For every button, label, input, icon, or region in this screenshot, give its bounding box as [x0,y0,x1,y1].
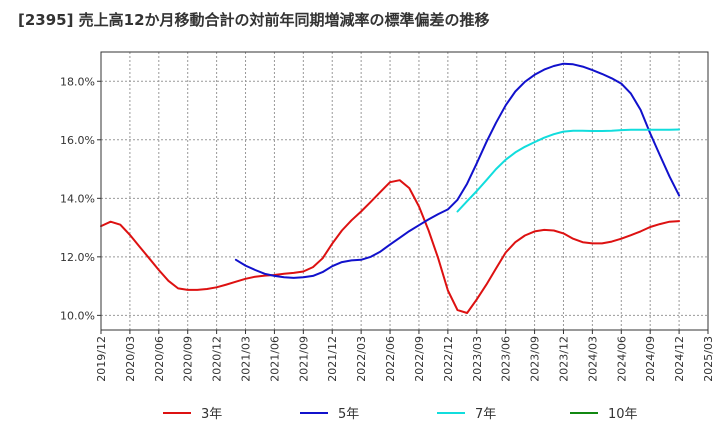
y-tick-label: 16.0% [60,134,95,147]
plot-frame [100,51,709,331]
x-tick-label: 2024/12 [673,336,686,382]
y-tick-label: 18.0% [60,75,95,88]
x-tick-label: 2021/06 [268,336,281,382]
x-tick-label: 2022/09 [413,336,426,382]
x-tick-label: 2025/03 [702,336,715,382]
x-tick-label: 2022/03 [355,336,368,382]
x-tick-label: 2024/09 [644,336,657,382]
x-tick-label: 2023/12 [557,336,570,382]
x-tick-label: 2021/03 [240,336,253,382]
x-tick-label: 2022/06 [384,336,397,382]
x-tick-label: 2020/09 [182,336,195,382]
x-tick-label: 2019/12 [95,336,108,382]
y-tick-label: 10.0% [60,309,95,322]
plot-background [101,52,708,330]
series-line-0 [100,179,681,314]
x-tick-label: 2023/06 [500,336,513,382]
y-tick-label: 12.0% [60,251,95,264]
x-tick-label: 2022/12 [442,336,455,382]
y-tick-label: 14.0% [60,192,95,205]
legend-label-1: 5年 [338,407,359,422]
x-tick-label: 2020/03 [124,336,137,382]
series-line-2 [456,128,681,213]
grid-layer [100,52,709,330]
x-tick-label: 2020/12 [211,336,224,382]
y-axis-ticks: 10.0% 12.0% 14.0% 16.0% 18.0% [60,75,101,322]
x-tick-label: 2021/09 [297,336,310,382]
series-line-1 [234,62,681,279]
x-tick-label: 2023/03 [471,336,484,382]
legend-label-3: 10年 [608,407,638,422]
legend-label-2: 7年 [475,407,496,422]
x-tick-label: 2020/06 [153,336,166,382]
legend: 3年 5年 7年 10年 [163,407,638,422]
x-tick-label: 2024/03 [586,336,599,382]
series-layer [100,62,681,314]
x-axis-ticks: 2019/12 2020/03 2020/06 2020/09 2020/12 2021/… [95,330,715,382]
legend-label-0: 3年 [201,407,222,422]
x-tick-label: 2023/09 [529,336,542,382]
x-tick-label: 2021/12 [326,336,339,382]
x-tick-label: 2024/06 [615,336,628,382]
chart-title: [2395] 売上高12か月移動合計の対前年同期増減率の標準偏差の推移 [18,11,490,29]
